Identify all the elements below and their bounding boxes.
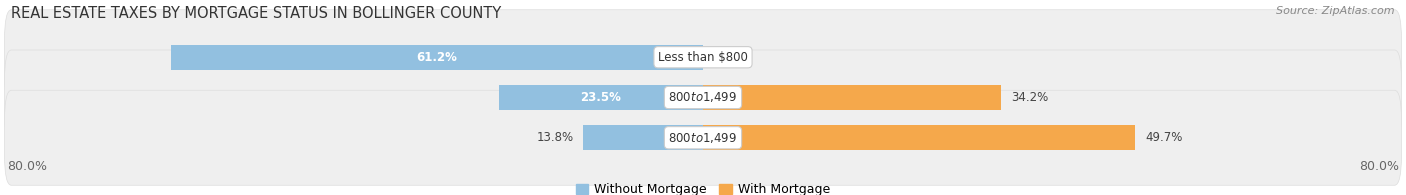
FancyBboxPatch shape bbox=[4, 50, 1402, 145]
Text: 49.7%: 49.7% bbox=[1146, 131, 1184, 144]
Text: 0.0%: 0.0% bbox=[707, 51, 737, 64]
Text: 13.8%: 13.8% bbox=[537, 131, 574, 144]
Text: $800 to $1,499: $800 to $1,499 bbox=[668, 90, 738, 105]
FancyBboxPatch shape bbox=[4, 90, 1402, 185]
Bar bbox=[499, 85, 703, 110]
Text: 80.0%: 80.0% bbox=[1360, 160, 1399, 173]
Text: 61.2%: 61.2% bbox=[416, 51, 457, 64]
Bar bbox=[170, 45, 703, 70]
Text: 34.2%: 34.2% bbox=[1011, 91, 1049, 104]
Bar bbox=[703, 85, 1001, 110]
Bar bbox=[583, 125, 703, 150]
FancyBboxPatch shape bbox=[4, 10, 1402, 105]
Text: 23.5%: 23.5% bbox=[581, 91, 621, 104]
Bar bbox=[703, 125, 1136, 150]
Text: Less than $800: Less than $800 bbox=[658, 51, 748, 64]
Text: $800 to $1,499: $800 to $1,499 bbox=[668, 131, 738, 145]
Legend: Without Mortgage, With Mortgage: Without Mortgage, With Mortgage bbox=[571, 178, 835, 195]
Text: Source: ZipAtlas.com: Source: ZipAtlas.com bbox=[1277, 6, 1395, 16]
Text: REAL ESTATE TAXES BY MORTGAGE STATUS IN BOLLINGER COUNTY: REAL ESTATE TAXES BY MORTGAGE STATUS IN … bbox=[11, 6, 502, 21]
Text: 80.0%: 80.0% bbox=[7, 160, 46, 173]
